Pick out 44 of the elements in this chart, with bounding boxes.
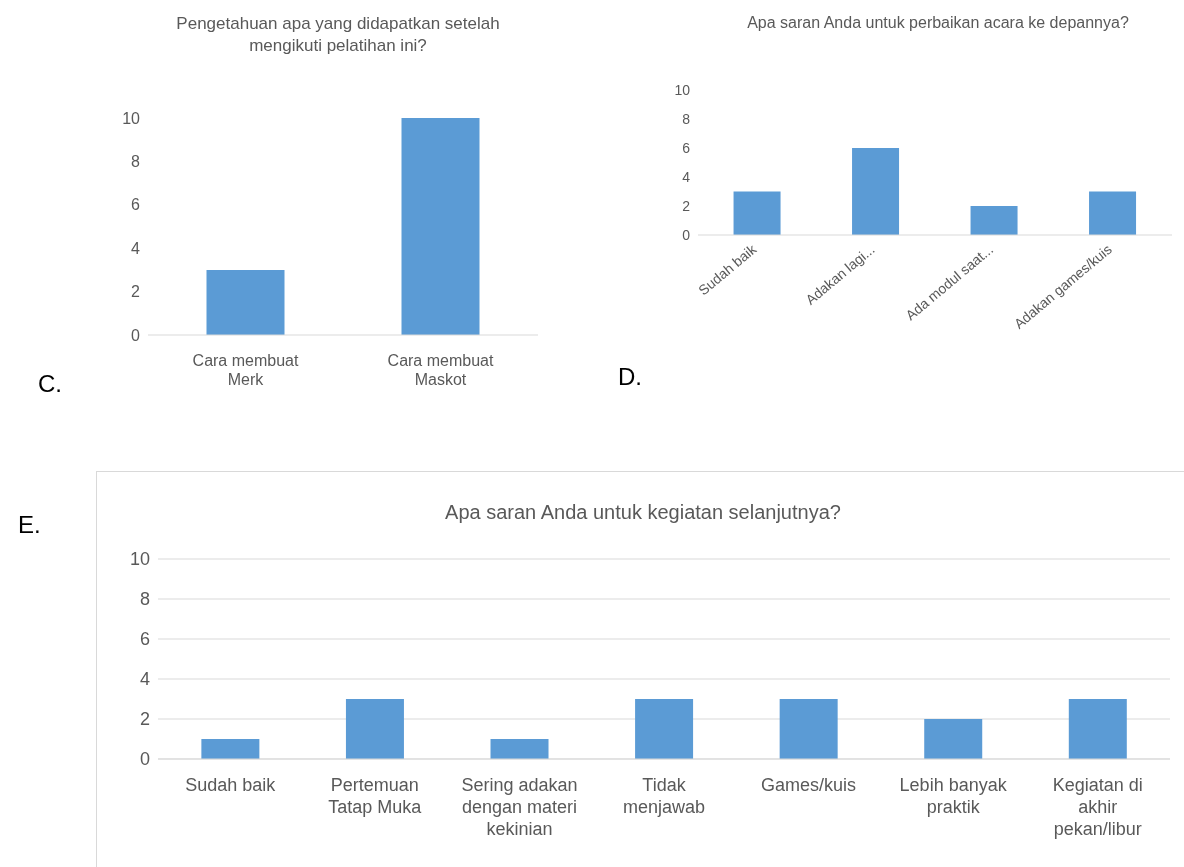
y-tick-label: 4 <box>139 669 150 690</box>
x-tick-label: Pertemuan Tatap Muka <box>328 775 423 817</box>
y-tick-label: 0 <box>682 226 691 243</box>
x-tick-label: Cara membuat Maskot <box>387 351 494 388</box>
x-tick-label: Games/kuis <box>761 775 857 796</box>
text: E. <box>18 511 41 539</box>
y-tick-label: 6 <box>139 629 150 650</box>
bar <box>635 699 694 759</box>
x-tick-label: Sudah baik <box>185 775 277 796</box>
text: D. <box>618 363 642 391</box>
bar <box>1068 699 1127 759</box>
y-tick-label: 6 <box>131 196 141 214</box>
bar <box>345 699 404 759</box>
y-tick-label: 8 <box>131 153 141 171</box>
chart-title: Pengetahuan apa yang didapatkan setelah mengikuti pelatihan ini? <box>175 13 501 58</box>
x-tick-label: Kegiatan di akhir pekan/libur <box>1052 775 1143 839</box>
y-tick-label: 0 <box>131 326 141 344</box>
y-tick-label: 6 <box>682 139 691 156</box>
y-tick-label: 8 <box>682 110 691 127</box>
y-tick-label: 10 <box>674 81 691 98</box>
bar <box>733 191 781 235</box>
chart-title: Apa saran Anda untuk kegiatan selanjutnya? <box>444 500 842 525</box>
y-tick-label: 10 <box>129 549 150 570</box>
bar <box>852 148 900 235</box>
text: C. <box>38 370 62 398</box>
x-tick-label: Lebih banyak praktik <box>899 775 1008 817</box>
y-tick-label: 2 <box>131 283 141 301</box>
bar <box>201 739 260 759</box>
chart-title: Apa saran Anda untuk perbaikan acara ke depannya? <box>746 13 1130 33</box>
bar <box>1089 191 1137 235</box>
x-tick-label: Cara membuat Merk <box>192 351 299 388</box>
y-tick-label: 4 <box>131 239 141 257</box>
bar <box>924 719 983 759</box>
y-tick-label: 4 <box>682 168 691 185</box>
bar <box>490 739 549 759</box>
y-tick-label: 2 <box>682 197 691 214</box>
y-tick-label: 0 <box>139 749 150 770</box>
bar <box>970 206 1018 235</box>
bar <box>779 699 838 759</box>
y-tick-label: 8 <box>139 589 150 610</box>
y-tick-label: 10 <box>122 109 141 127</box>
y-tick-label: 2 <box>139 709 150 730</box>
x-tick-label: Tidak menjawab <box>622 775 706 817</box>
x-tick-label: Sering adakan dengan materi kekinian <box>461 775 578 839</box>
